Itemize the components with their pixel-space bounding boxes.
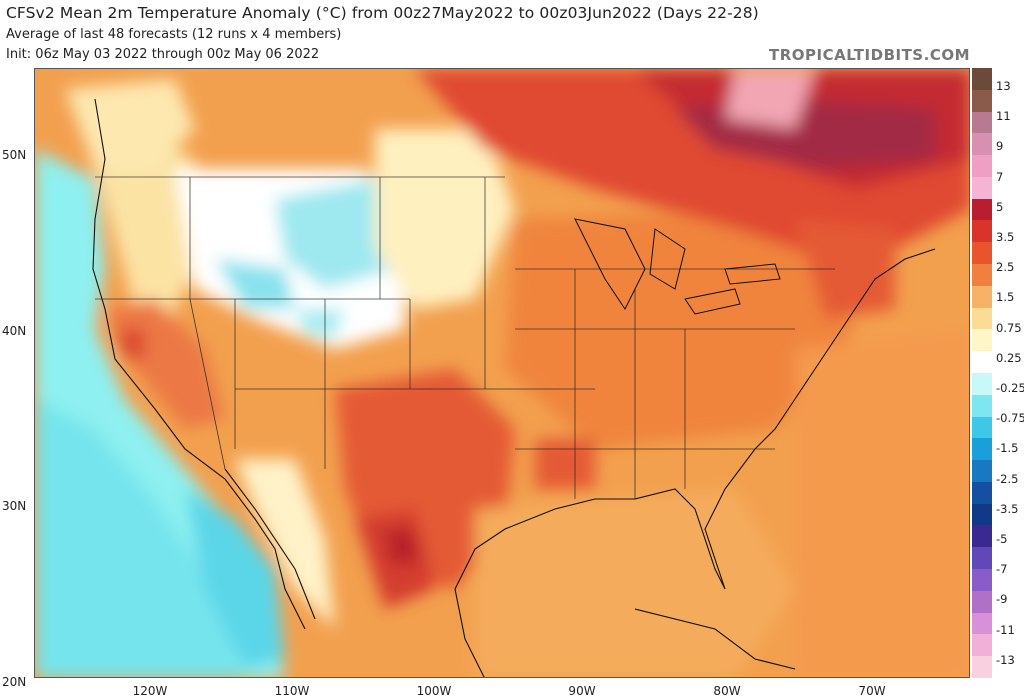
colorbar-swatch xyxy=(972,111,992,134)
anomaly-map xyxy=(34,68,970,678)
colorbar-swatch xyxy=(972,242,992,265)
colorbar-swatch xyxy=(972,198,992,221)
colorbar-label: -7 xyxy=(996,562,1008,577)
map-title: CFSv2 Mean 2m Temperature Anomaly (°C) f… xyxy=(6,4,759,22)
colorbar-label: -1.5 xyxy=(996,441,1019,456)
colorbar-swatch xyxy=(972,416,992,439)
colorbar-label: 13 xyxy=(996,79,1011,93)
lat-label: 40N xyxy=(2,324,27,338)
colorbar-label: 1.5 xyxy=(996,290,1015,305)
colorbar-swatch xyxy=(972,155,992,177)
colorbar-label: -0.25 xyxy=(996,381,1024,395)
lon-label: 70W xyxy=(858,684,886,698)
colorbar-label: -3.5 xyxy=(996,501,1019,516)
lon-label: 110W xyxy=(274,684,310,698)
cuba xyxy=(634,608,796,670)
colorbar-swatch xyxy=(972,372,992,395)
colorbar-swatch xyxy=(972,307,992,330)
colorbar-label: -0.75 xyxy=(996,411,1024,426)
colorbar-swatch xyxy=(972,329,992,352)
colorbar-swatch xyxy=(972,133,992,156)
colorbar-label: -5 xyxy=(996,532,1008,546)
colorbar-swatch xyxy=(972,525,992,548)
map-subtitle: Average of last 48 forecasts (12 runs x … xyxy=(6,27,342,42)
great-lakes xyxy=(574,218,781,315)
colorbar xyxy=(972,68,992,678)
colorbar-swatch xyxy=(972,612,992,635)
colorbar-swatch xyxy=(972,634,992,657)
gulf-atlantic-coast xyxy=(454,248,936,590)
colorbar-label: -9 xyxy=(996,592,1008,607)
colorbar-label: 11 xyxy=(996,109,1011,124)
pacific-coast xyxy=(92,98,306,630)
lon-label: 100W xyxy=(416,684,452,698)
lat-label: 50N xyxy=(2,148,27,162)
colorbar-swatch xyxy=(972,590,992,613)
colorbar-swatch xyxy=(972,394,992,417)
colorbar-swatch xyxy=(972,351,992,373)
colorbar-swatch xyxy=(972,460,992,482)
colorbar-swatch xyxy=(972,481,992,504)
colorbar-swatch xyxy=(972,438,992,461)
colorbar-swatch xyxy=(972,547,992,569)
lon-label: 120W xyxy=(132,684,168,698)
state-borders xyxy=(95,176,835,499)
init-time: Init: 06z May 03 2022 through 00z May 06… xyxy=(6,47,320,62)
colorbar-label: 9 xyxy=(996,139,1004,154)
coastlines xyxy=(92,98,936,677)
colorbar-label: -13 xyxy=(996,652,1015,667)
lon-label: 90W xyxy=(568,684,596,698)
colorbar-swatch xyxy=(972,176,992,199)
colorbar-swatch xyxy=(972,568,992,591)
colorbar-label: -2.5 xyxy=(996,471,1019,486)
colorbar-label: 0.75 xyxy=(996,320,1022,335)
colorbar-label: 5 xyxy=(996,199,1004,214)
colorbar-label: 3.5 xyxy=(996,230,1015,244)
colorbar-label: -11 xyxy=(996,622,1015,637)
anomaly-map-svg xyxy=(35,69,969,677)
colorbar-swatch xyxy=(972,89,992,112)
colorbar-label: 7 xyxy=(996,169,1004,184)
colorbar-swatch xyxy=(972,285,992,308)
colorbar-swatch xyxy=(972,264,992,286)
colorbar-label: 2.5 xyxy=(996,260,1015,275)
lat-label: 20N xyxy=(2,675,27,689)
lon-label: 80W xyxy=(713,684,741,698)
colorbar-label: 0.25 xyxy=(996,350,1022,365)
colorbar-swatch xyxy=(972,656,992,678)
lat-label: 30N xyxy=(2,499,27,513)
colorbar-swatch xyxy=(972,68,992,90)
brand-watermark: TROPICALTIDBITS.COM xyxy=(769,46,970,64)
colorbar-swatch xyxy=(972,503,992,526)
colorbar-swatch xyxy=(972,220,992,243)
